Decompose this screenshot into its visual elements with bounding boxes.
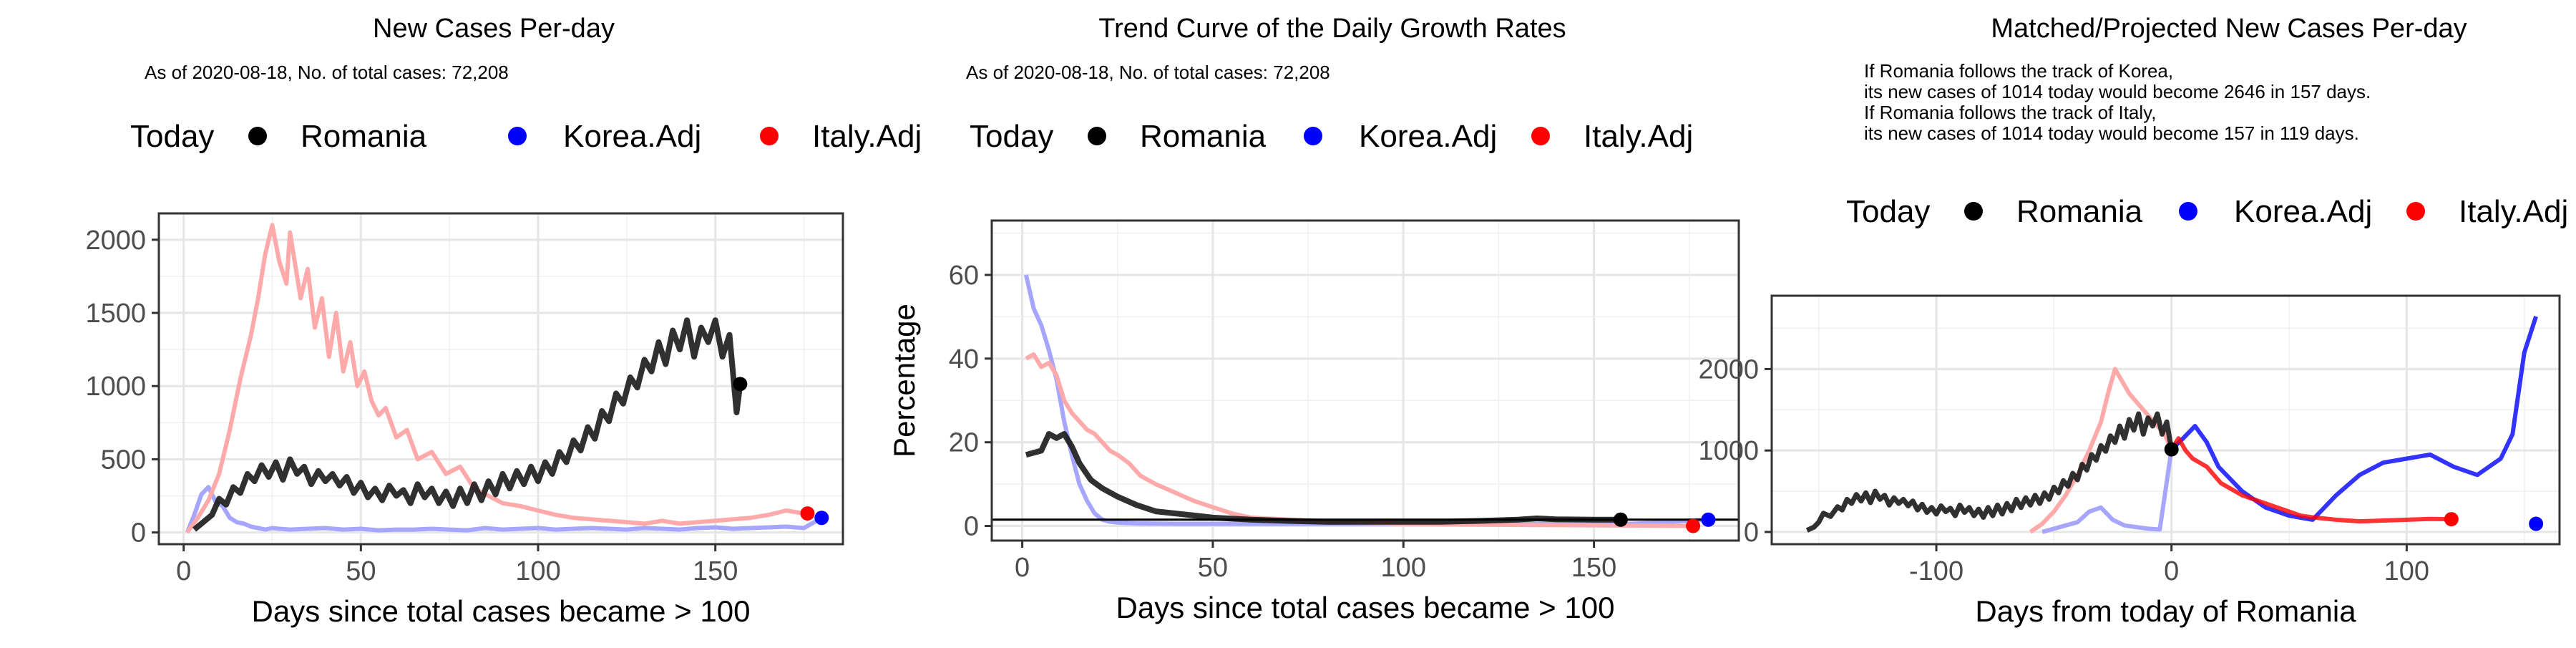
x-tick-label: 0 [176, 556, 191, 586]
x-axis-label: Days since total cases became > 100 [1116, 591, 1615, 624]
legend-label: Romania [301, 119, 427, 154]
legend-key-dot [1088, 127, 1106, 145]
chart-title: Matched/Projected New Cases Per-day [1991, 14, 2467, 44]
y-tick-label: 1000 [1698, 436, 1759, 466]
chart-panel-2: Trend Curve of the Daily Growth Rates As … [887, 14, 1740, 624]
legend-label: Italy.Adj [1584, 119, 1693, 154]
legend-key-dot [2406, 202, 2425, 221]
today-points [2164, 442, 2544, 531]
line-romania [1805, 411, 2175, 533]
axes: 0 50 100 150 0 20 40 60 Days since total cases b… [887, 261, 1616, 624]
y-tick-label: 2000 [85, 226, 146, 256]
legend-title: Today [130, 119, 214, 154]
y-tick-label: 2000 [1698, 354, 1759, 385]
today-points [1613, 512, 1716, 533]
x-tick-label: 150 [693, 556, 738, 586]
today-point-korea-adj [1701, 512, 1716, 527]
y-tick-label: 0 [964, 512, 979, 542]
gridlines [992, 221, 1739, 541]
chart-title: New Cases Per-day [373, 14, 615, 44]
today-point-romania [733, 377, 748, 392]
line-korea-adj-projection [2170, 315, 2538, 522]
today-point-korea-adj [814, 511, 829, 526]
chart-subtitle: its new cases of 1014 today would become… [1864, 122, 2359, 144]
series-lines [1805, 315, 2538, 534]
legend-label: Korea.Adj [2234, 194, 2372, 229]
x-tick-label: 0 [1015, 553, 1030, 583]
line-korea-adj-past [2041, 449, 2174, 534]
legend-key-dot [1964, 202, 1983, 221]
chart-subtitle: If Romania follows the track of Italy, [1864, 102, 2156, 123]
chart-panel-1: New Cases Per-day As of 2020-08-18, No. o… [85, 14, 922, 628]
legend: Today Romania Korea.Adj Italy.Adj [970, 119, 1693, 154]
legend-title: Today [970, 119, 1053, 154]
series-lines [185, 223, 823, 534]
x-tick-label: 50 [346, 556, 376, 586]
today-point-italy-adj [2444, 512, 2459, 527]
legend-key-dot [508, 127, 527, 145]
chart-subtitle: As of 2020-08-18, No. of total cases: 72… [145, 62, 509, 83]
today-point-italy-adj [800, 506, 815, 521]
today-points [733, 377, 829, 526]
today-point-korea-adj [2529, 516, 2544, 531]
line-italy-adj [185, 223, 804, 534]
chart-subtitle: its new cases of 1014 today would become… [1864, 81, 2371, 102]
panel-border [1770, 294, 2561, 546]
y-tick-label: 1500 [85, 299, 146, 329]
x-tick-label: 100 [2384, 556, 2429, 586]
legend: Today Romania Korea.Adj Italy.Adj [1846, 194, 2568, 229]
y-tick-label: 0 [131, 518, 146, 548]
x-tick-label: 100 [515, 556, 560, 586]
chart-subtitle: As of 2020-08-18, No. of total cases: 72… [966, 62, 1330, 83]
today-point-romania [2164, 442, 2179, 457]
line-korea-adj [1023, 274, 1709, 526]
y-tick-label: 500 [101, 445, 146, 475]
legend-label: Romania [2016, 194, 2143, 229]
legend-key-dot [760, 127, 779, 145]
today-point-italy-adj [1686, 518, 1701, 533]
line-romania [192, 317, 743, 532]
gridlines [159, 213, 843, 544]
y-tick-label: 60 [949, 261, 979, 291]
legend-key-dot [2179, 202, 2197, 221]
x-axis-label: Days since total cases became > 100 [252, 594, 751, 628]
y-tick-label: 0 [1744, 518, 1759, 548]
today-point-romania [1613, 512, 1628, 527]
chart-panel-3: Matched/Projected New Cases Per-day If Ro… [1698, 14, 2568, 628]
y-tick-label: 1000 [85, 372, 146, 402]
panel-border [990, 219, 1740, 542]
y-axis-label: Percentage [887, 304, 921, 458]
line-romania [1025, 431, 1621, 525]
x-tick-label: 0 [2164, 556, 2179, 586]
legend-label: Korea.Adj [563, 119, 701, 154]
chart-title: Trend Curve of the Daily Growth Rates [1098, 14, 1566, 44]
legend-title: Today [1846, 194, 1930, 229]
panel-border [157, 212, 844, 546]
x-tick-label: 50 [1198, 553, 1228, 583]
legend: Today Romania Korea.Adj Italy.Adj [130, 119, 922, 154]
x-tick-label: 150 [1571, 553, 1616, 583]
legend-key-dot [1304, 127, 1322, 145]
chart-subtitle: If Romania follows the track of Korea, [1864, 60, 2173, 82]
x-axis-label: Days from today of Romania [1975, 594, 2356, 628]
line-italy-adj-projection [2170, 436, 2451, 524]
y-tick-label: 20 [949, 428, 979, 458]
legend-label: Italy.Adj [2459, 194, 2568, 229]
line-korea-adj [185, 485, 823, 533]
x-tick-label: -100 [1909, 556, 1963, 586]
legend-label: Romania [1140, 119, 1267, 154]
legend-key-dot [1531, 127, 1550, 145]
x-tick-label: 100 [1381, 553, 1426, 583]
legend-label: Italy.Adj [812, 119, 922, 154]
legend-key-dot [248, 127, 267, 145]
y-tick-label: 40 [949, 344, 979, 374]
legend-label: Korea.Adj [1359, 119, 1497, 154]
